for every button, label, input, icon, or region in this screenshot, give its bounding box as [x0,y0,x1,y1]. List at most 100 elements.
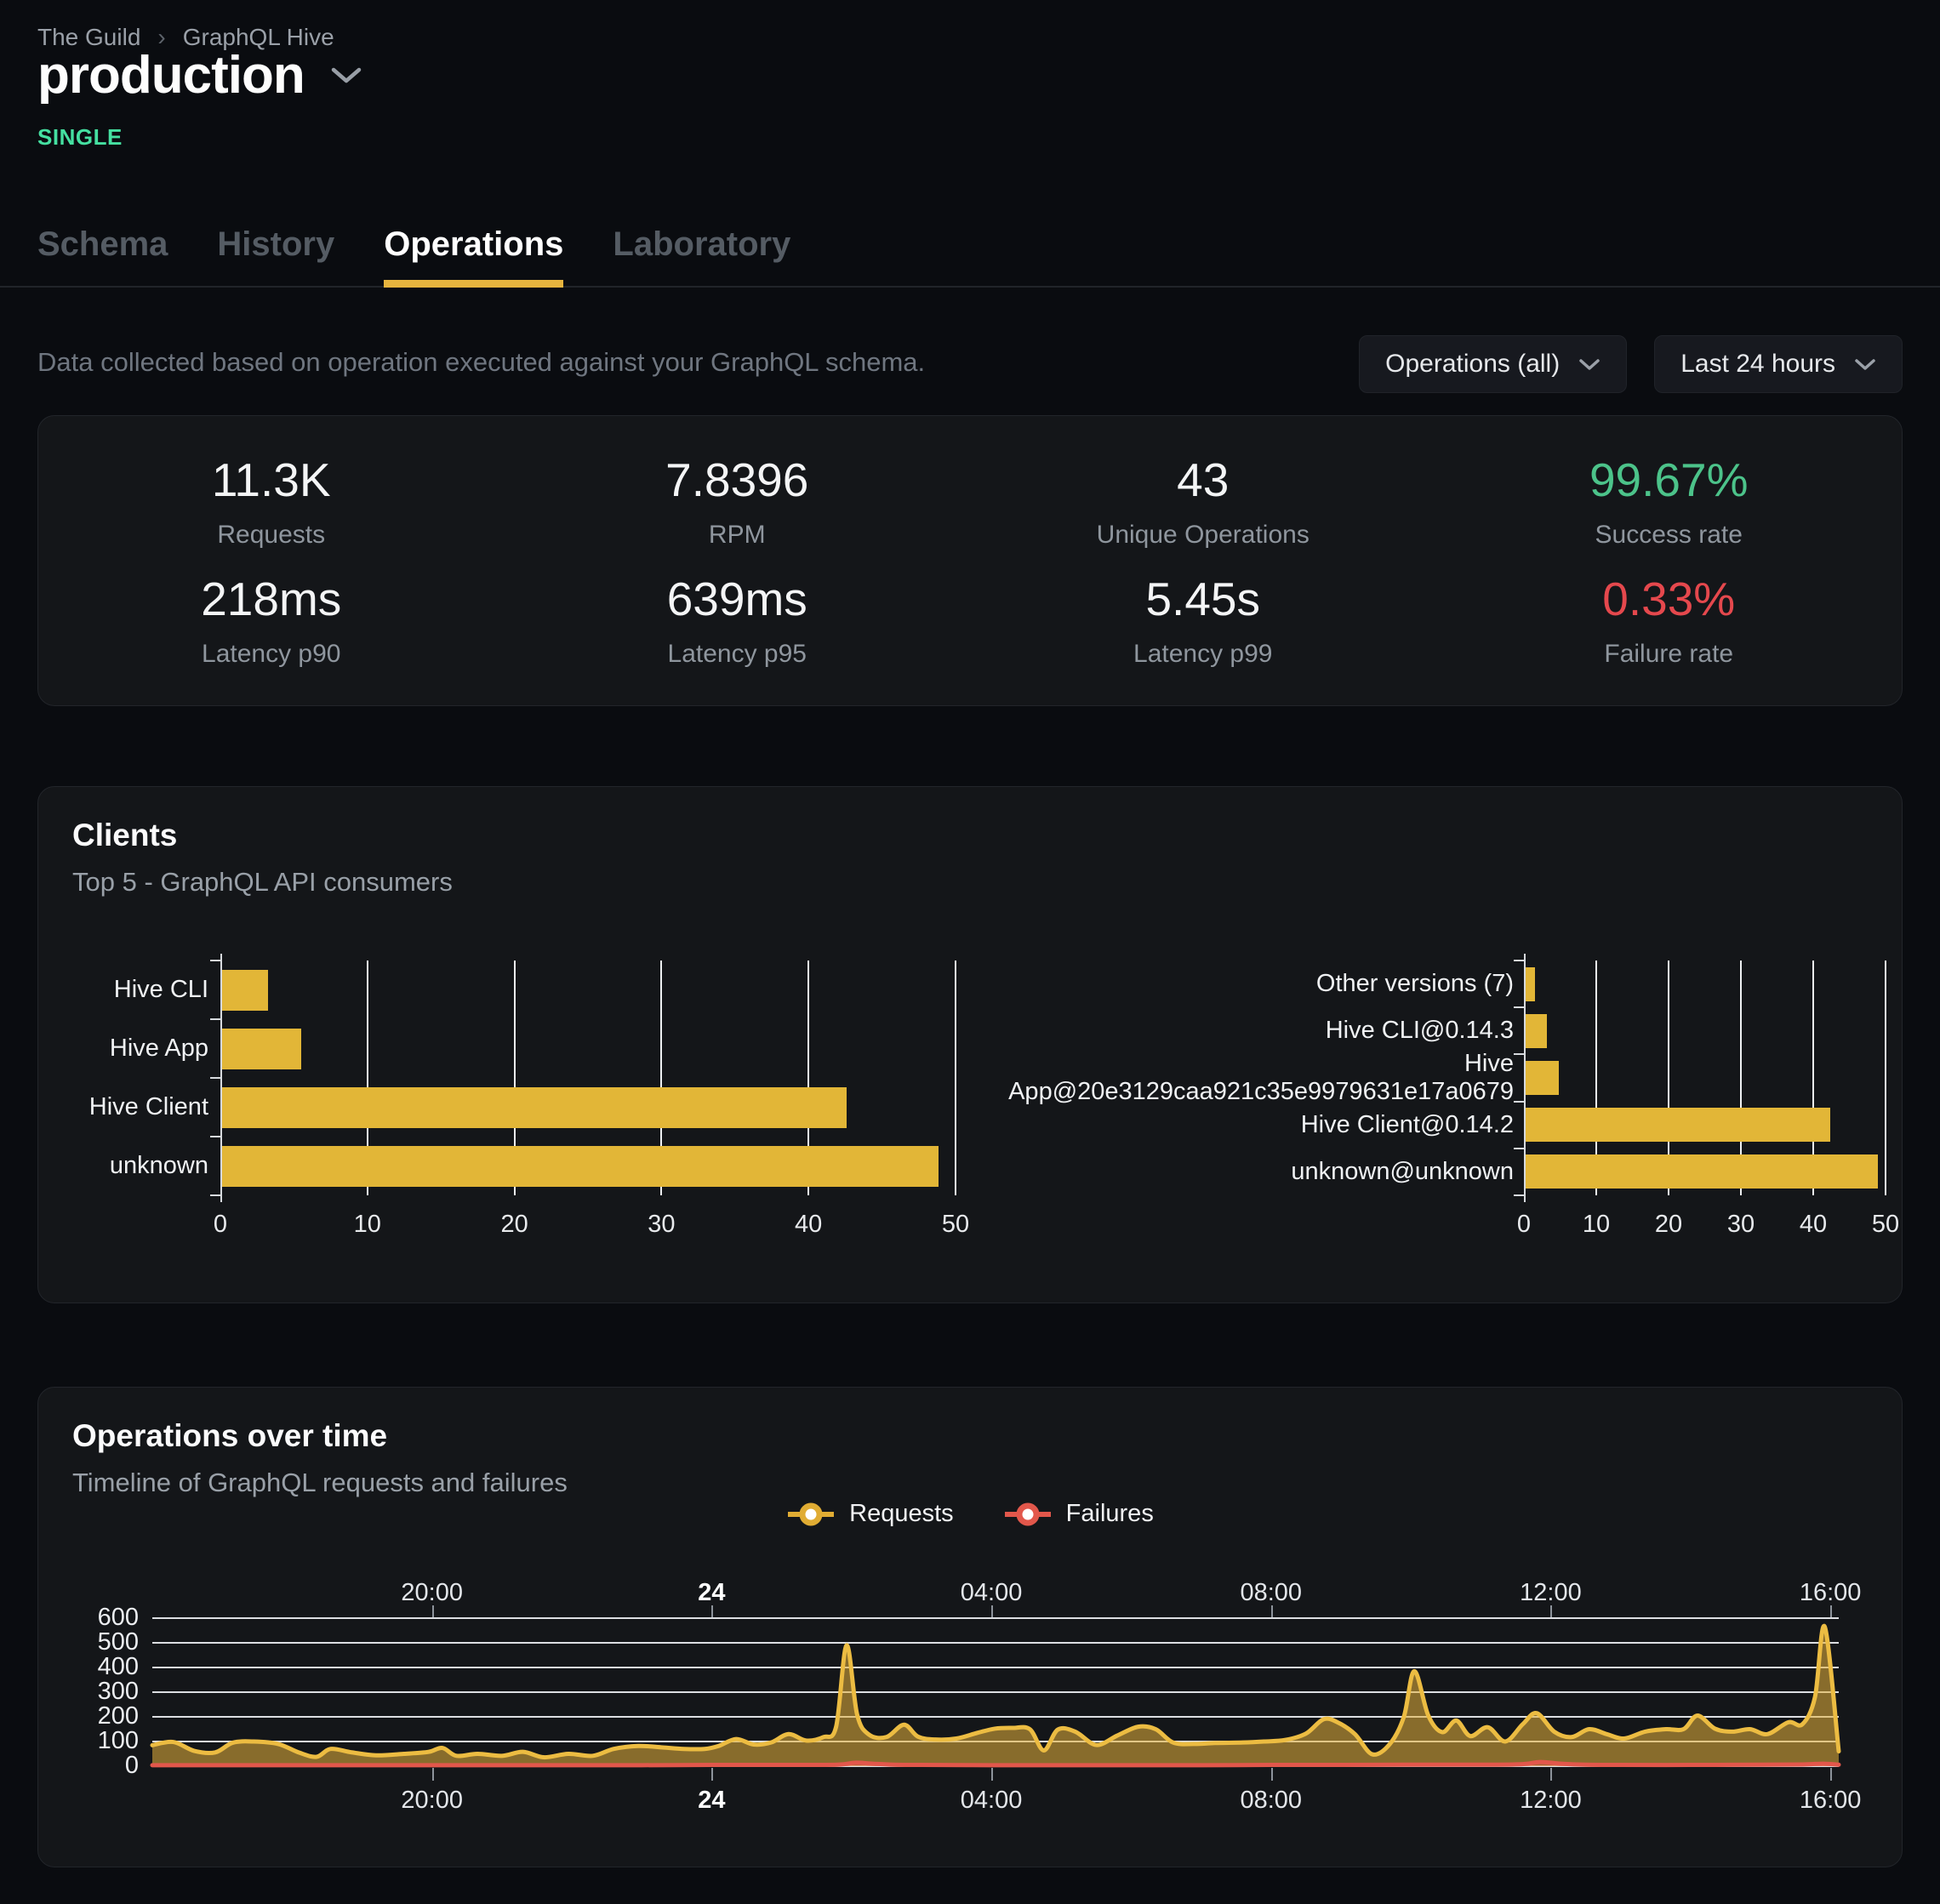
stats-card: 11.3K Requests 7.8396 RPM 43 Unique Operation… [37,415,1903,706]
requests-line [150,1623,1841,1760]
y-tick-label: 400 [97,1653,139,1680]
bar-label-unknown-unknown: unknown@unknown [1291,1157,1514,1185]
bar-unknown-unknown [1526,1154,1878,1189]
x-tick-label-bottom: 20:00 [401,1787,463,1814]
x-tick-bottom [1830,1768,1833,1781]
y-axis-line [220,954,222,1202]
legend-label: Failures [1065,1500,1154,1527]
chevron-down-icon [1855,358,1875,370]
bar-label-hive-cli-0-14-3: Hive CLI@0.14.3 [1325,1017,1514,1045]
chevron-down-icon [1579,358,1600,370]
failures-line [150,1759,1841,1768]
bar-hive-cli [222,969,268,1011]
requests-series-marker-icon [788,1502,835,1525]
tab-laboratory[interactable]: Laboratory [613,225,791,263]
bar-plot [210,954,956,1202]
stat-latency-p90: 218ms Latency p90 [38,561,505,680]
time-range-dropdown[interactable]: Last 24 hours [1654,335,1903,393]
x-tick-label: 30 [1726,1211,1755,1238]
x-tick-top [1270,1605,1273,1618]
bar-hive-app-20e3129caa921c35e9979631e17a0679 [1526,1061,1560,1095]
target-selector[interactable]: production [37,49,362,102]
bar-hive-app [222,1028,302,1069]
operations-filter-dropdown[interactable]: Operations (all) [1359,335,1628,393]
gridline [1740,961,1742,1195]
bar-label-hive-client: Hive Client [88,1093,208,1120]
stat-value: 7.8396 [665,453,809,506]
axis-tick [1514,1147,1524,1149]
clients-subtitle: Top 5 - GraphQL API consumers [72,867,453,897]
stat-label: Unique Operations [1096,521,1310,549]
gridline [366,961,368,1195]
gridline [807,961,810,1195]
chevron-down-icon[interactable] [330,66,362,85]
y-tick-label: 100 [97,1727,139,1754]
operations-description: Data collected based on operation execut… [37,347,926,377]
axis-tick [210,1136,220,1137]
stat-label: Failure rate [1604,640,1734,668]
legend-item-requests[interactable]: Requests [786,1500,954,1528]
x-tick-top [1550,1605,1553,1618]
x-tick-label-bottom: 12:00 [1520,1787,1582,1814]
x-tick-label: 10 [1582,1211,1611,1238]
stat-value: 218ms [201,573,342,625]
x-tick-label-bottom: 16:00 [1799,1787,1862,1814]
operations-timeline-svg [150,1617,1841,1768]
clients-by-name-chart: Hive CLI Hive App Hive Client unknown 0 10 20 3… [72,954,996,1250]
timeline-legend: Requests Failures [38,1500,1902,1528]
breadcrumb-org[interactable]: The Guild [37,24,141,50]
x-tick-bottom [1270,1768,1273,1781]
x-tick-top [1830,1605,1833,1618]
x-tick-label: 0 [1516,1211,1532,1238]
x-axis: 0 10 20 30 40 50 [1517,1211,1899,1240]
time-range-label: Last 24 hours [1680,350,1835,378]
stat-requests: 11.3K Requests [38,442,505,561]
gridline [1885,961,1886,1195]
stat-value: 11.3K [211,453,331,506]
stat-latency-p99: 5.45s Latency p99 [970,561,1436,680]
operations-title: Operations over time [72,1418,388,1453]
clients-title: Clients [72,818,178,852]
x-tick-top [431,1605,434,1618]
stat-latency-p95: 639ms Latency p95 [505,561,971,680]
stat-label: Requests [217,521,326,549]
filters: Operations (all) Last 24 hours [1359,335,1903,393]
x-tick-label: 40 [795,1211,823,1238]
tab-schema[interactable]: Schema [37,225,168,263]
x-tick-label-top: 20:00 [401,1579,463,1606]
stat-value: 43 [1177,453,1230,506]
bar-label-hive-app: Hive App [109,1035,208,1062]
bar-label-unknown: unknown [109,1152,208,1179]
x-tick-top [991,1605,994,1618]
bar-plot [1514,954,1886,1202]
clients-by-version-chart: Other versions (7) Hive CLI@0.14.3 Hive Ap… [979,954,1899,1250]
clients-card: Clients Top 5 - GraphQL API consumers Hi… [37,786,1903,1303]
x-tick-label-top: 04:00 [960,1579,1023,1606]
y-axis-line [1524,954,1526,1202]
axis-tick [1514,1100,1524,1103]
stat-unique-operations: 43 Unique Operations [970,442,1436,561]
x-tick-bottom [711,1768,714,1781]
axis-tick [1514,1053,1524,1056]
bar-hive-client-0-14-2 [1526,1108,1830,1143]
gridline [1812,961,1814,1195]
stat-value: 639ms [666,573,807,625]
bar-hive-client [222,1086,847,1128]
page-title: production [37,46,305,105]
timeline-chart: 600 500 400 300 200 100 0 20:00 20:00 24 24 04:00 04… [38,1388,1902,1867]
tab-operations[interactable]: Operations [384,225,564,288]
axis-tick [210,1077,220,1079]
x-tick-label-top: 08:00 [1240,1579,1303,1606]
breadcrumb-separator-icon: › [157,24,166,50]
breadcrumb-project[interactable]: GraphQL Hive [182,24,334,50]
requests-area [152,1626,1839,1766]
operations-filter-label: Operations (all) [1385,350,1561,378]
gridline [1595,961,1597,1195]
tab-history[interactable]: History [217,225,335,263]
x-tick-label: 20 [500,1211,528,1238]
x-tick-label: 30 [648,1211,676,1238]
operations-over-time-card: Operations over time Timeline of GraphQL… [37,1387,1903,1867]
x-tick-label-top: 12:00 [1520,1579,1582,1606]
legend-item-failures[interactable]: Failures [1003,1500,1154,1528]
